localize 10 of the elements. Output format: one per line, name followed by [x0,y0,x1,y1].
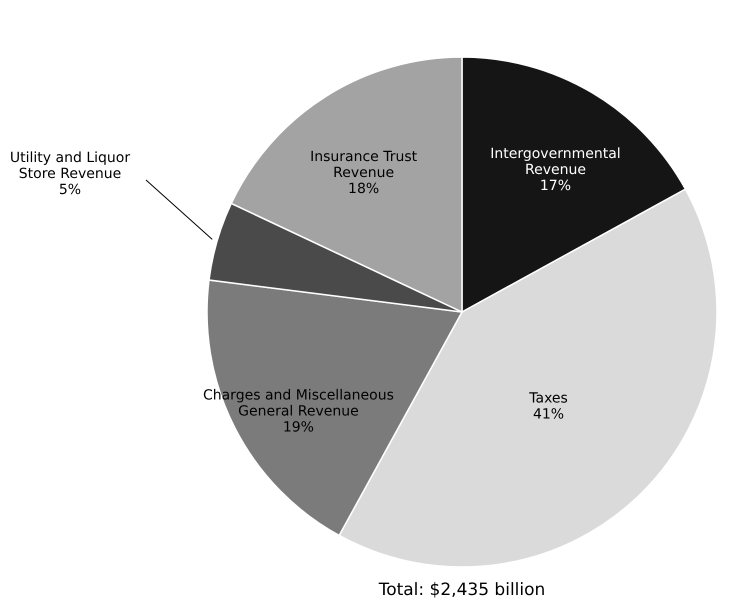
data-label: 41% [532,406,564,423]
data-label: 18% [348,180,380,197]
text: Total: $2,435 billion [378,580,546,600]
slice-label: Insurance Trust Revenue [310,148,418,181]
data-label: 5% [58,182,82,198]
slice-label: Intergovernmental Revenue [490,146,621,178]
slice-label: Utility and Liquor Store Revenue [10,150,130,182]
slice-label: Taxes [528,390,568,407]
data-label: 17% [540,178,572,194]
data-label: 19% [282,419,314,436]
